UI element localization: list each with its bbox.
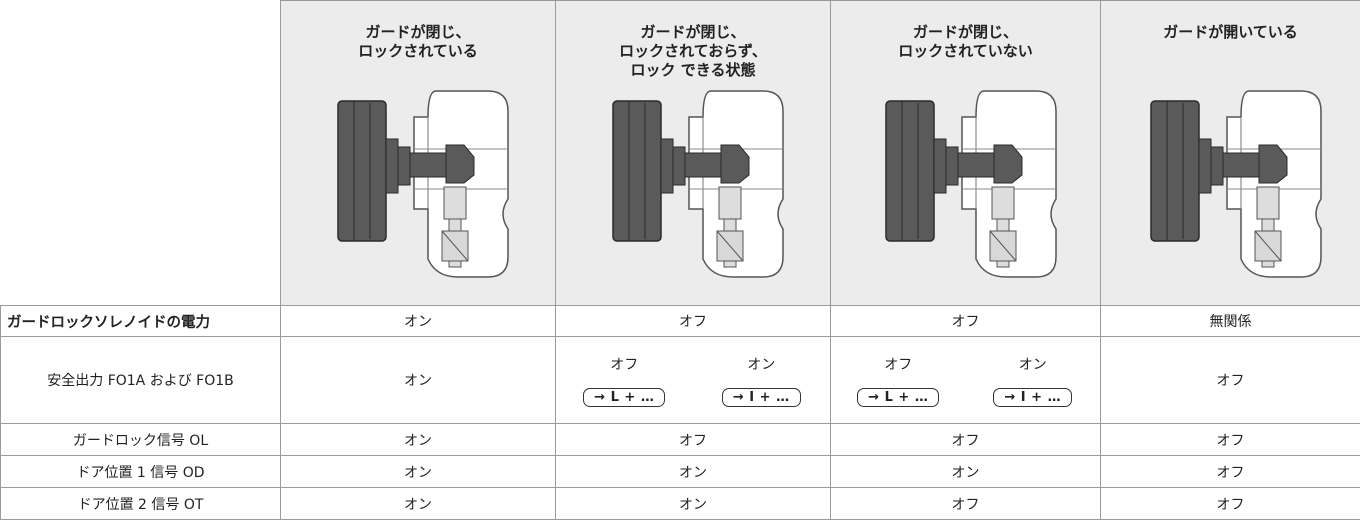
cell: オン → I + … — [965, 336, 1101, 424]
header-cell: ガードが閉じ、 ロックされておらず、 ロック できる状態 — [555, 0, 831, 306]
row: ドア位置 2 信号 OT オン オン オフ オフ — [0, 487, 1360, 520]
header-title: ガードが閉じ、 ロックされている — [358, 23, 478, 60]
state: オン — [747, 356, 776, 373]
cell: オフ → L + … — [555, 336, 693, 424]
cell: オン → I + … — [692, 336, 831, 424]
header-title: ガードが閉じ、 ロックされておらず、 ロック できる状態 — [619, 23, 767, 79]
cell: オフ — [1100, 487, 1360, 520]
cell: オフ → L + … — [830, 336, 966, 424]
header-cell: ガードが閉じ、 ロックされていない — [830, 0, 1101, 306]
cell: オン — [280, 423, 556, 456]
cell: オン — [280, 455, 556, 488]
cell: オフ — [555, 423, 831, 456]
row: ガードロックソレノイドの電力 オン オフ オフ 無関係 — [0, 305, 1360, 337]
cell: オフ — [1100, 336, 1360, 424]
row: 安全出力 FO1A および FO1B オン オフ → L + … オン → I + … — [0, 336, 1360, 424]
row: ガードロック信号 OL オン オフ オフ オフ — [0, 423, 1360, 456]
illustration — [593, 89, 793, 279]
button-icon: → I + … — [993, 387, 1073, 407]
cell: 無関係 — [1100, 305, 1360, 337]
cell: オフ — [1100, 423, 1360, 456]
row-label: 安全出力 FO1A および FO1B — [0, 336, 281, 424]
cell: オン — [280, 305, 556, 337]
state: オフ — [610, 356, 639, 373]
button-icon: → L + … — [583, 387, 666, 407]
row-label: ガードロックソレノイドの電力 — [0, 305, 281, 337]
header-row: ガードが閉じ、 ロックされている ガードが閉じ、 ロックされておらず、 ロック … — [0, 0, 1360, 306]
cell: オン — [830, 455, 1101, 488]
header-cell: ガードが開いている — [1100, 0, 1360, 306]
cell: オン — [555, 487, 831, 520]
state: オフ — [884, 356, 913, 373]
corner-cell — [0, 0, 281, 306]
header-title: ガードが閉じ、 ロックされていない — [898, 23, 1033, 60]
cell: オン — [555, 455, 831, 488]
cell: オフ — [830, 305, 1101, 337]
cell: オフ — [555, 305, 831, 337]
row-label: ガードロック信号 OL — [0, 423, 281, 456]
cell: オフ — [830, 487, 1101, 520]
row: ドア位置 1 信号 OD オン オン オン オフ — [0, 455, 1360, 488]
illustration — [1131, 89, 1331, 279]
cell: オフ — [830, 423, 1101, 456]
cell: オフ — [1100, 455, 1360, 488]
cell: オン — [280, 336, 556, 424]
row-label: ドア位置 1 信号 OD — [0, 455, 281, 488]
row-label: ドア位置 2 信号 OT — [0, 487, 281, 520]
illustration — [318, 89, 518, 279]
state: オン — [1018, 356, 1047, 373]
button-icon: → L + … — [857, 387, 940, 407]
button-icon: → I + … — [721, 387, 801, 407]
cell: オン — [280, 487, 556, 520]
header-title: ガードが開いている — [1163, 23, 1298, 41]
header-cell: ガードが閉じ、 ロックされている — [280, 0, 556, 306]
illustration — [866, 89, 1066, 279]
